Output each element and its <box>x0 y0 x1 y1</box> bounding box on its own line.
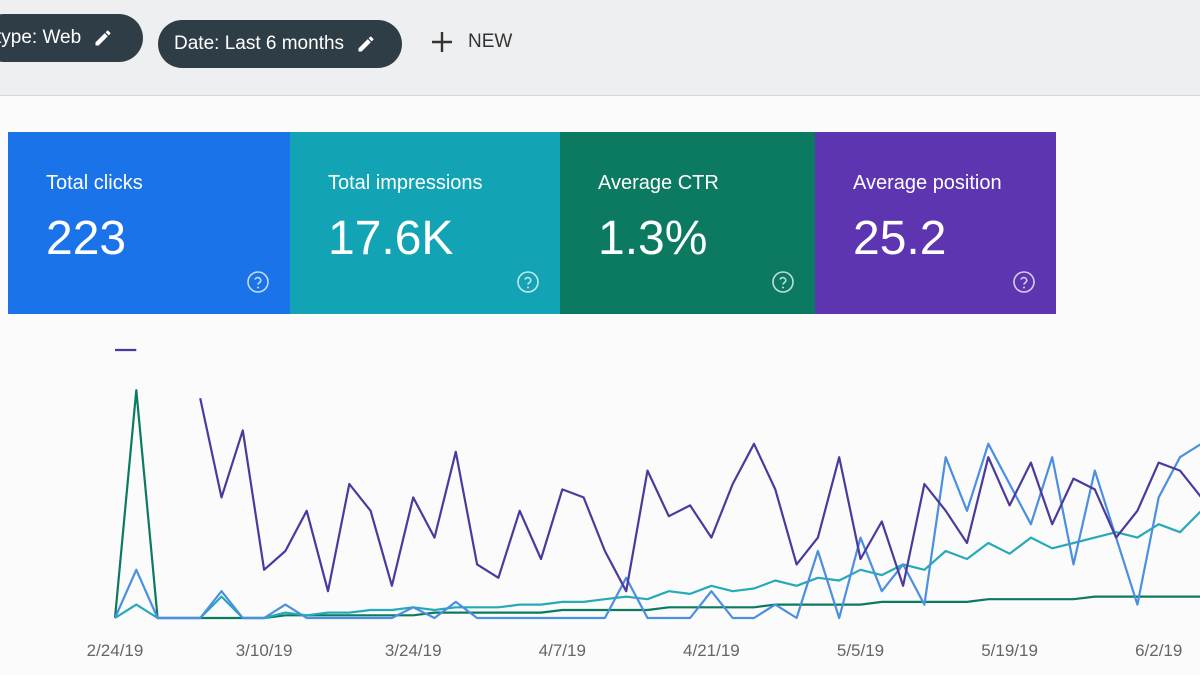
filter-bar: type: Web Date: Last 6 months NEW <box>0 0 1200 96</box>
metric-value: 1.3% <box>598 212 708 265</box>
x-tick-label: 4/21/19 <box>683 641 740 660</box>
metric-value: 25.2 <box>853 212 947 265</box>
x-tick-label: 4/7/19 <box>539 641 586 660</box>
button-text: NEW <box>468 31 513 52</box>
metric-value: 223 <box>46 212 127 265</box>
plus-icon <box>432 32 452 52</box>
metric-card[interactable]: Average position 25.2 <box>815 132 1056 314</box>
metric-label: Total impressions <box>328 172 483 194</box>
help-icon[interactable] <box>246 270 270 294</box>
metric-label: Average CTR <box>598 172 719 194</box>
filter-chip[interactable]: type: Web <box>0 14 143 62</box>
series-line <box>113 442 1200 620</box>
chip-text: type: Web <box>0 27 82 48</box>
x-tick-label: 3/10/19 <box>236 641 293 660</box>
x-tick-label: 6/2/19 <box>1135 641 1182 660</box>
x-tick-label: 5/19/19 <box>981 641 1038 660</box>
metric-label: Average position <box>853 172 1002 194</box>
metric-card[interactable]: Average CTR 1.3% <box>560 132 815 314</box>
series-line <box>114 510 1200 620</box>
filter-chip[interactable]: Date: Last 6 months <box>158 20 402 68</box>
metric-card[interactable]: Total clicks 223 <box>8 132 290 314</box>
metric-card[interactable]: Total impressions 17.6K <box>290 132 560 314</box>
edit-icon <box>95 30 111 46</box>
performance-chart: 2/24/19 3/10/19 3/24/19 4/7/19 4/21/19 5/5/19… <box>87 348 1200 660</box>
new-filter-button[interactable]: NEW <box>430 30 512 54</box>
x-tick-label: 5/5/19 <box>837 641 884 660</box>
edit-icon <box>358 36 374 52</box>
metric-label: Total clicks <box>46 172 143 194</box>
help-icon[interactable] <box>1012 270 1036 294</box>
metric-value: 17.6K <box>328 212 454 265</box>
series-line <box>115 348 1200 593</box>
x-tick-label: 2/24/19 <box>87 641 144 660</box>
chip-text: Date: Last 6 months <box>174 33 345 54</box>
help-icon[interactable] <box>771 270 795 294</box>
x-tick-label: 3/24/19 <box>385 641 442 660</box>
help-icon[interactable] <box>516 270 540 294</box>
